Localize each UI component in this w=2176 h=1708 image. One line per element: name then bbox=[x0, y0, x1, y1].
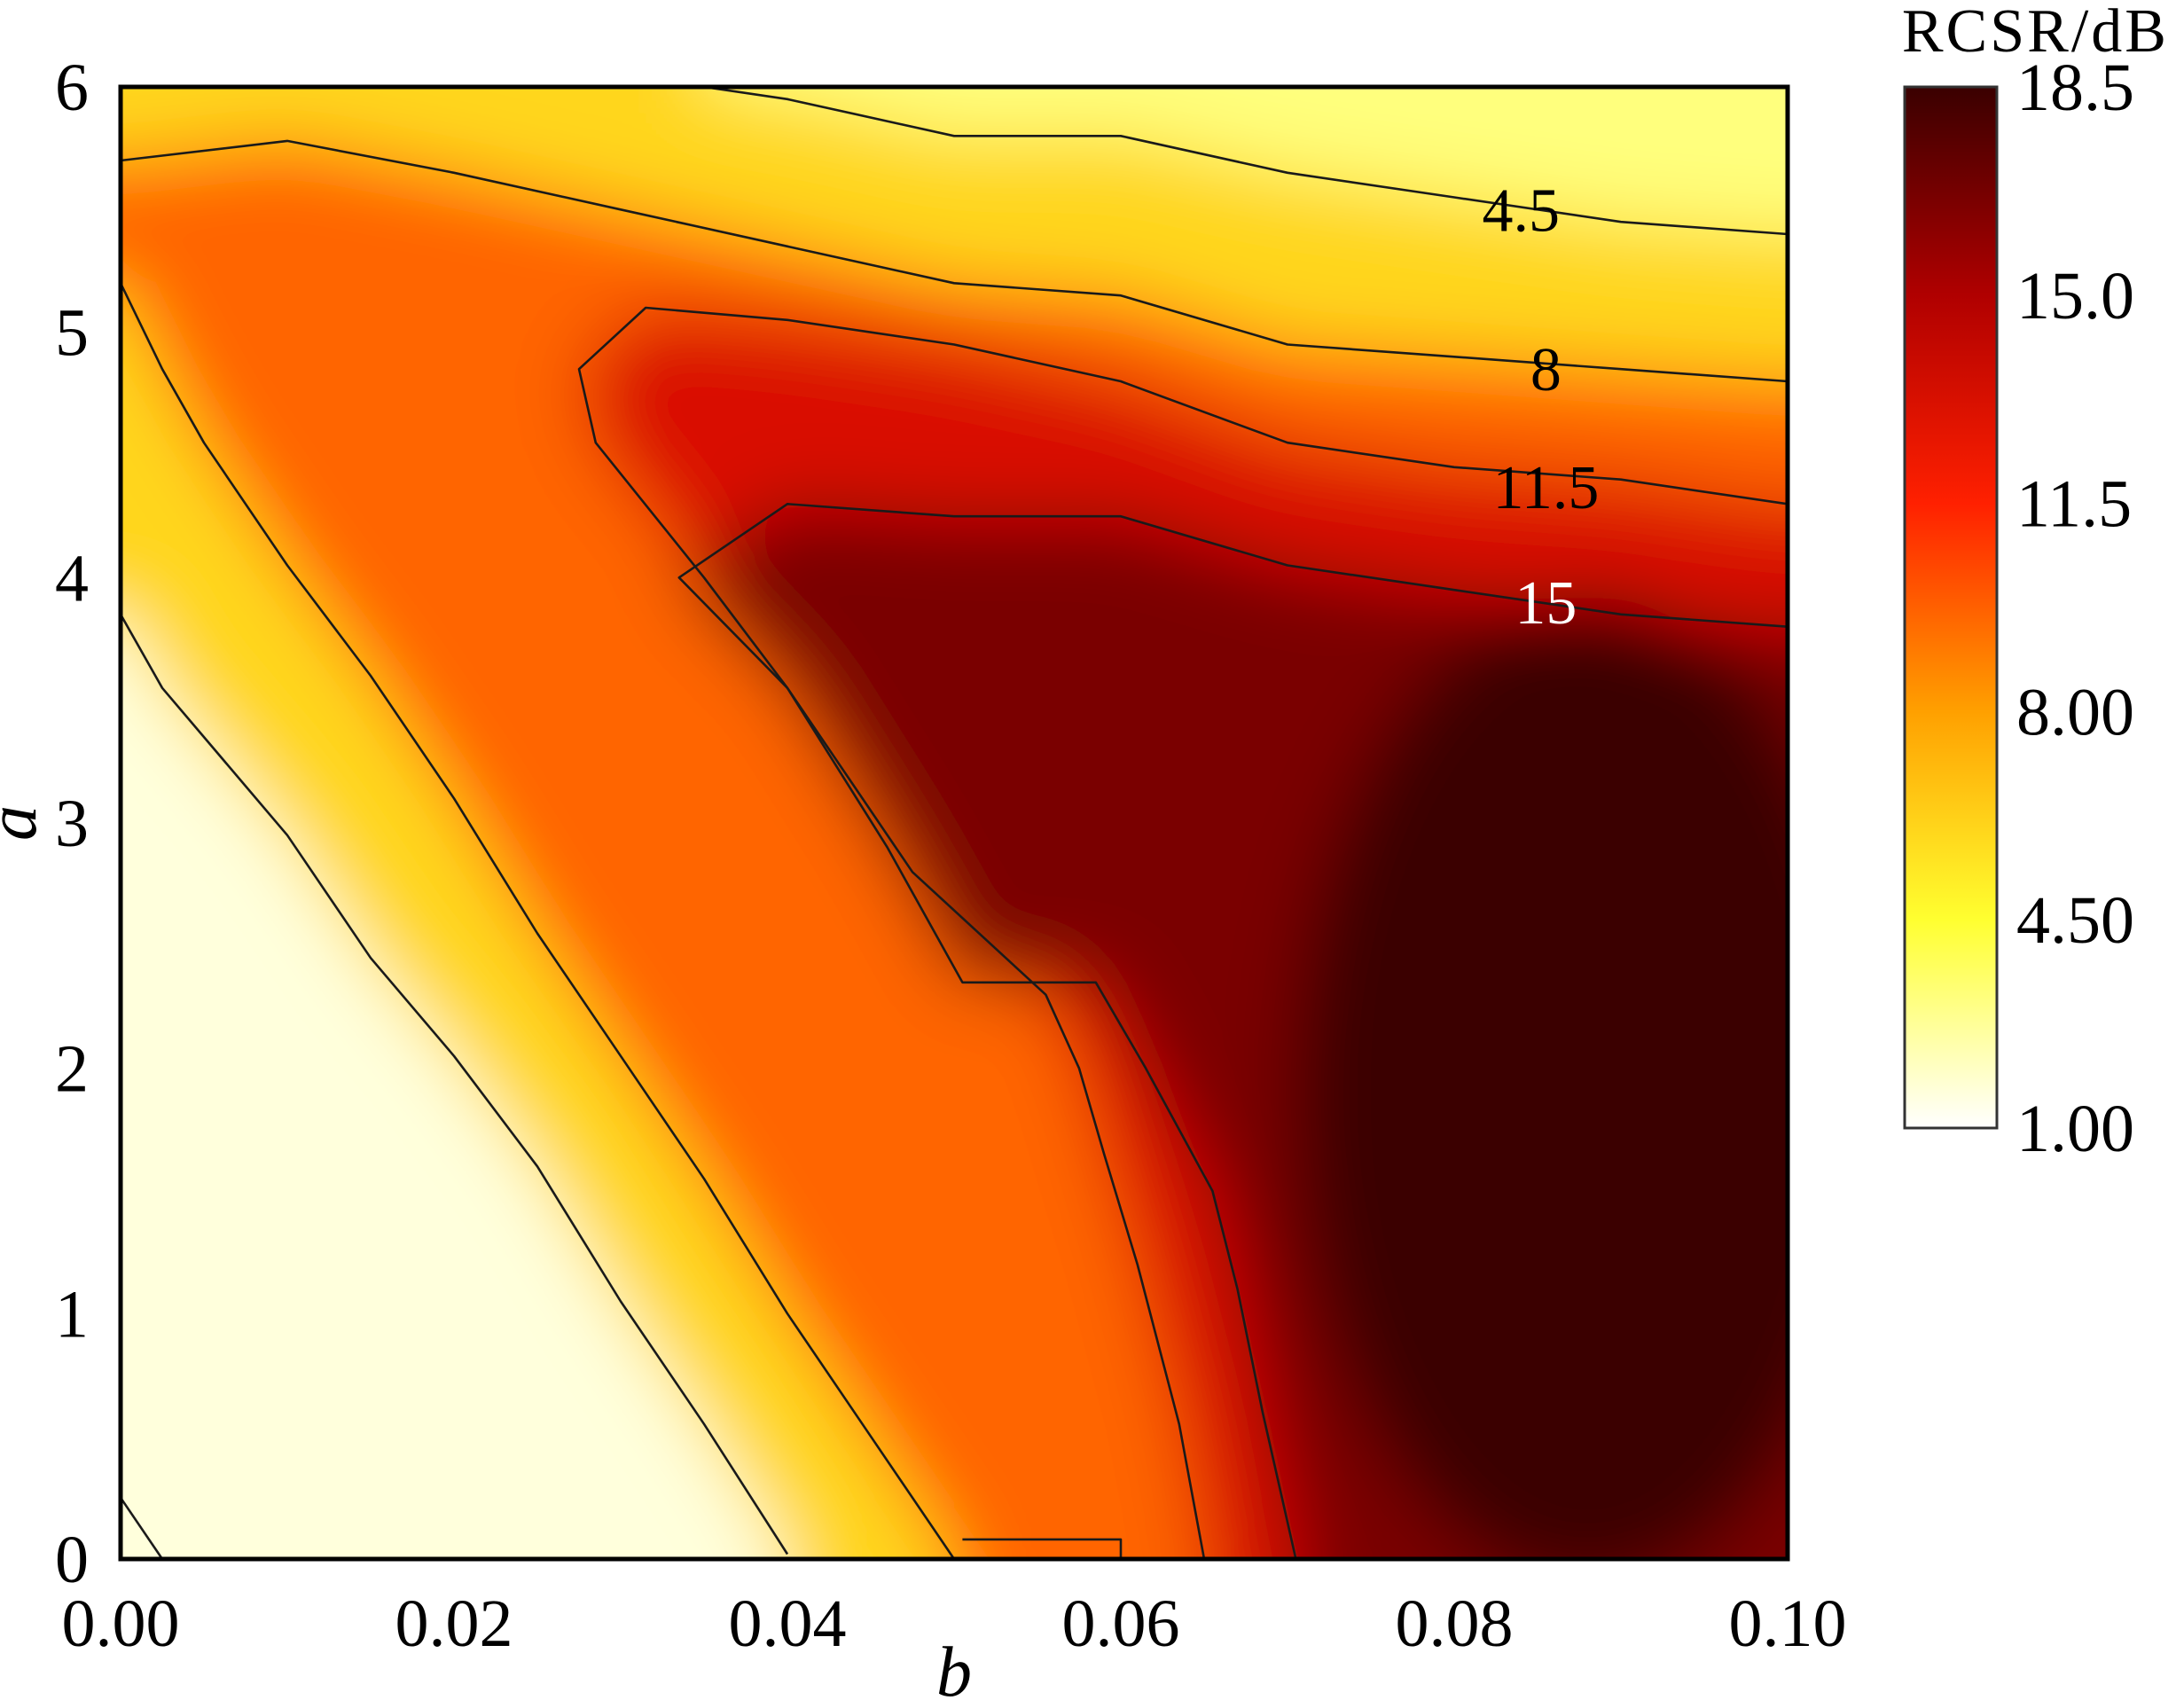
plot-area: 4.5 8 11.5 15 bbox=[118, 84, 1790, 1562]
x-tick-label: 0.06 bbox=[1062, 1587, 1180, 1661]
colorbar-gradient bbox=[1903, 85, 1999, 1130]
colorbar-tick-label: 1.00 bbox=[2016, 1092, 2134, 1166]
plot-frame bbox=[118, 84, 1790, 1562]
contour-label-8: 8 bbox=[1530, 336, 1562, 404]
y-tick-label: 0 bbox=[55, 1523, 89, 1597]
contour-label-4-5: 4.5 bbox=[1482, 176, 1560, 245]
contour-line-11-5-5 bbox=[577, 306, 1788, 1559]
colorbar-tick-label: 8.00 bbox=[2016, 675, 2134, 749]
contour-line-11-5-6 bbox=[962, 1538, 1123, 1559]
contour-label-11-5: 11.5 bbox=[1492, 454, 1599, 522]
y-tick-label: 4 bbox=[55, 541, 89, 615]
colorbar-tick-label: 18.5 bbox=[2016, 51, 2134, 125]
x-tick-label: 0.08 bbox=[1396, 1587, 1514, 1661]
y-tick-label: 5 bbox=[55, 296, 89, 371]
x-axis-title: b bbox=[936, 1634, 972, 1708]
contour-line-4-5-1 bbox=[121, 614, 789, 1555]
colorbar-tick-label: 15.0 bbox=[2016, 259, 2134, 333]
contour-labels: 4.5 8 11.5 15 bbox=[1482, 176, 1599, 638]
colorbar-title: RCSR/dB bbox=[1902, 0, 2169, 66]
y-tick-label: 6 bbox=[55, 51, 89, 125]
y-tick-label: 3 bbox=[55, 787, 89, 861]
y-axis-title: a bbox=[0, 805, 51, 841]
contour-line-8-3 bbox=[121, 282, 956, 1559]
heatmap-color-field bbox=[121, 87, 1788, 1559]
colorbar-tick-label: 11.5 bbox=[2016, 467, 2132, 542]
x-axis-ticks: 0.00 0.02 0.04 0.06 0.08 0.10 bbox=[62, 1587, 1847, 1661]
contour-label-15: 15 bbox=[1515, 569, 1577, 638]
y-tick-label: 1 bbox=[55, 1277, 89, 1352]
colorbar-tick-label: 4.50 bbox=[2016, 883, 2134, 958]
y-axis-ticks: 0 1 2 3 4 5 6 bbox=[55, 51, 89, 1597]
x-tick-label: 0.10 bbox=[1729, 1587, 1847, 1661]
contour-lines bbox=[121, 87, 1788, 1559]
contour-line-1-0 bbox=[121, 1497, 164, 1559]
contour-line-8-4 bbox=[121, 139, 1788, 383]
colorbar-ticks: 1.00 4.50 8.00 11.5 15.0 18.5 bbox=[2016, 51, 2134, 1166]
y-tick-label: 2 bbox=[55, 1032, 89, 1107]
x-tick-label: 0.02 bbox=[395, 1587, 513, 1661]
contour-line-4-5-2 bbox=[703, 87, 1788, 236]
x-tick-label: 0.00 bbox=[62, 1587, 180, 1661]
heat-band-peak bbox=[1295, 596, 1788, 1559]
x-tick-label: 0.04 bbox=[729, 1587, 847, 1661]
colorbar: RCSR/dB 1.00 4.50 8.00 11.5 15.0 18.5 bbox=[1902, 0, 2169, 1166]
heat-band-low bbox=[121, 614, 787, 1559]
contour-line-15-7 bbox=[677, 502, 1788, 1559]
